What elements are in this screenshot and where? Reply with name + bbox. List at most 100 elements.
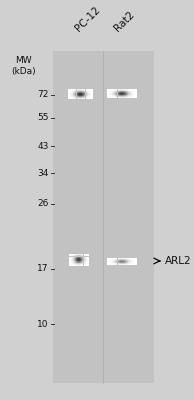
Bar (109, 94, 110, 95)
Bar (136, 96, 137, 97)
Bar (80, 265, 81, 266)
Bar (112, 93, 113, 94)
Bar (126, 95, 127, 96)
Bar (78, 261, 79, 262)
Bar (112, 92, 113, 93)
Bar (74, 260, 75, 261)
Bar (69, 92, 70, 93)
Bar (78, 265, 79, 266)
Bar (88, 255, 89, 256)
Bar (75, 97, 76, 98)
Bar (70, 254, 71, 255)
Bar (129, 94, 130, 95)
Bar (82, 96, 83, 97)
Bar (68, 89, 69, 90)
Bar (78, 94, 79, 95)
Bar (131, 95, 132, 96)
Bar (68, 90, 69, 91)
Bar (128, 90, 129, 91)
Bar (72, 256, 73, 257)
Bar (76, 96, 77, 97)
Bar (88, 257, 89, 258)
Bar (135, 96, 136, 97)
Bar (110, 91, 111, 92)
Bar (73, 261, 74, 262)
Bar (72, 94, 73, 95)
Bar (111, 97, 112, 98)
Bar (92, 94, 93, 95)
Bar (77, 255, 78, 256)
Bar (113, 93, 114, 94)
Bar (110, 89, 111, 90)
Bar (71, 263, 72, 264)
Bar (74, 256, 75, 257)
Bar (80, 263, 81, 264)
Bar (80, 89, 81, 90)
Bar (72, 92, 73, 93)
Bar (134, 96, 135, 97)
Bar (79, 259, 80, 260)
Bar (75, 96, 76, 97)
Bar (122, 89, 123, 90)
Bar (118, 91, 119, 92)
Bar (88, 92, 89, 93)
Bar (76, 264, 77, 265)
Bar (80, 258, 81, 259)
Bar (81, 96, 82, 97)
Bar (69, 254, 70, 255)
Bar (108, 90, 109, 91)
Bar (85, 261, 86, 262)
Bar (84, 90, 85, 91)
Bar (74, 263, 75, 264)
Bar (131, 91, 132, 92)
Bar (69, 260, 70, 261)
Bar (116, 95, 117, 96)
Bar (111, 95, 112, 96)
Bar (69, 94, 70, 95)
Bar (77, 260, 78, 261)
Bar (91, 89, 92, 90)
Bar (79, 260, 80, 261)
Bar (74, 98, 75, 99)
Bar (83, 265, 84, 266)
Bar (135, 93, 136, 94)
Bar (71, 265, 72, 266)
Bar (85, 92, 86, 93)
Bar (87, 262, 88, 263)
Bar (119, 89, 120, 90)
Bar (136, 89, 137, 90)
Bar (83, 94, 84, 95)
Bar (86, 264, 87, 265)
Bar (70, 263, 71, 264)
Bar (68, 99, 69, 100)
Bar (87, 99, 88, 100)
Bar (136, 92, 137, 93)
Bar (71, 260, 72, 261)
Bar (127, 90, 128, 91)
Bar (134, 90, 135, 91)
Bar (123, 90, 124, 91)
Bar (119, 95, 120, 96)
Bar (129, 93, 130, 94)
Bar (72, 97, 73, 98)
Bar (81, 98, 82, 99)
Bar (72, 91, 73, 92)
Bar (132, 91, 133, 92)
Bar (81, 265, 82, 266)
Bar (116, 89, 117, 90)
Bar (134, 94, 135, 95)
Bar (80, 92, 81, 93)
Bar (127, 96, 128, 97)
Bar (75, 255, 76, 256)
Bar (77, 259, 78, 260)
Bar (124, 92, 125, 93)
Bar (86, 255, 87, 256)
Bar (85, 257, 86, 258)
Bar (113, 90, 114, 91)
Bar (77, 92, 78, 93)
Bar (87, 263, 88, 264)
Bar (82, 265, 83, 266)
Bar (71, 97, 72, 98)
Bar (80, 91, 81, 92)
Bar (73, 257, 74, 258)
